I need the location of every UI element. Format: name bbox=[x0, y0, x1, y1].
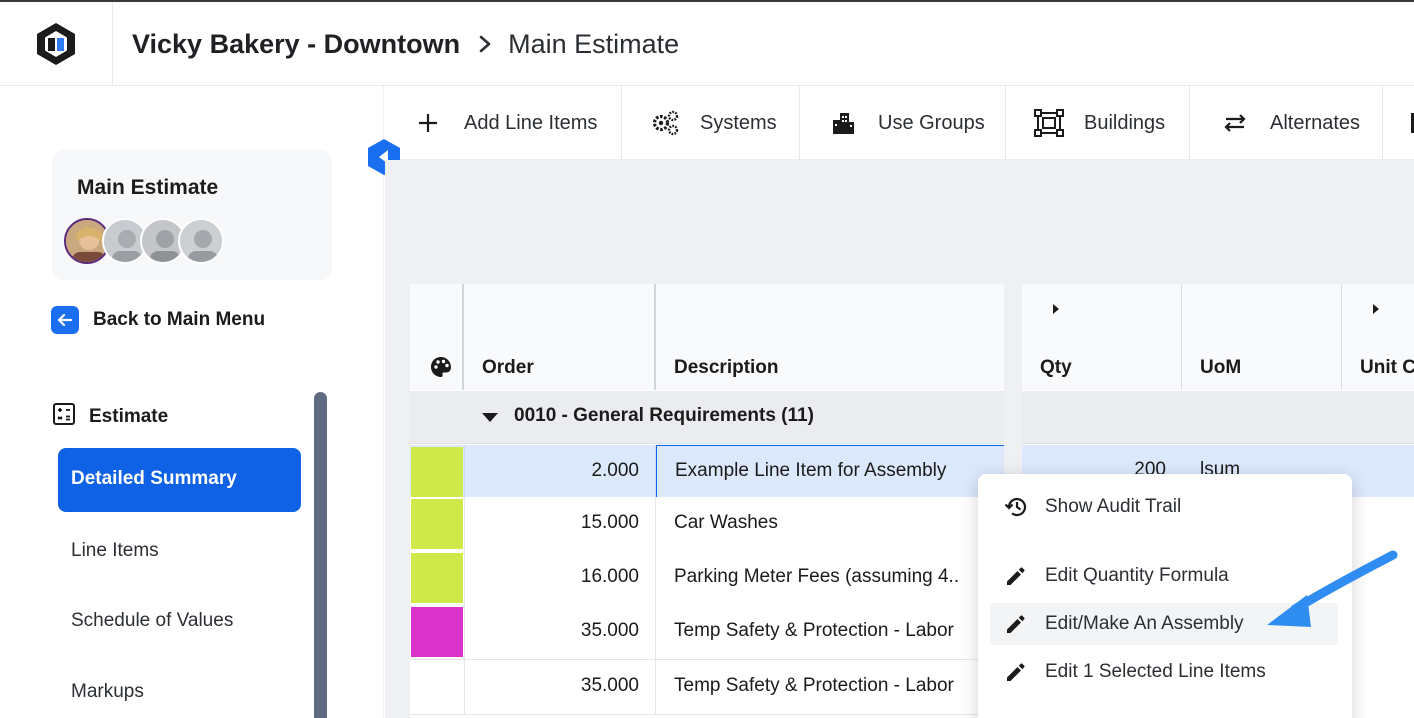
estimate-card: Main Estimate bbox=[52, 150, 332, 280]
row-color-swatch[interactable] bbox=[411, 499, 463, 549]
overflow-icon bbox=[1411, 113, 1414, 133]
menu-item-edit-quantity-formula[interactable]: Edit Quantity Formula bbox=[978, 555, 1352, 597]
buildings-label: Buildings bbox=[1084, 111, 1166, 134]
context-menu: Show Audit Trail Edit Quantity Formula E… bbox=[978, 474, 1352, 718]
annotation-arrow-icon bbox=[1255, 545, 1400, 640]
uom-column-label: UoM bbox=[1200, 357, 1242, 378]
buildings-button[interactable]: Buildings bbox=[1006, 86, 1190, 160]
menu-item-label: Show Audit Trail bbox=[1045, 496, 1182, 517]
sidebar-item-schedule-of-values[interactable]: Schedule of Values bbox=[71, 610, 234, 631]
chevron-right-icon bbox=[478, 34, 492, 54]
avatar[interactable] bbox=[178, 218, 224, 264]
calculator-icon bbox=[52, 402, 76, 431]
avatar[interactable] bbox=[64, 218, 110, 264]
row-description[interactable]: Temp Safety & Protection - Labor bbox=[674, 675, 954, 696]
row-order: 15.000 bbox=[464, 497, 656, 551]
sidebar-item-detailed-summary[interactable]: Detailed Summary bbox=[58, 448, 301, 512]
row-order: 35.000 bbox=[464, 605, 656, 659]
expand-caret-icon[interactable] bbox=[1373, 304, 1379, 314]
menu-item-label: Edit 1 Selected Line Items bbox=[1045, 661, 1266, 682]
expand-caret-icon[interactable] bbox=[1053, 304, 1059, 314]
menu-item-edit-make-assembly[interactable]: Edit/Make An Assembly bbox=[990, 603, 1338, 645]
estimate-card-title: Main Estimate bbox=[77, 176, 219, 199]
top-header: Vicky Bakery - Downtown Main Estimate bbox=[0, 0, 1414, 86]
plus-icon bbox=[417, 112, 439, 134]
alternates-button[interactable]: Alternates bbox=[1190, 86, 1383, 160]
row-order: 2.000 bbox=[464, 445, 656, 499]
alternates-label: Alternates bbox=[1270, 111, 1361, 134]
buildings-icon bbox=[830, 110, 856, 136]
pencil-icon bbox=[1004, 612, 1028, 642]
palette-icon bbox=[430, 356, 452, 384]
menu-item-show-audit-trail[interactable]: Show Audit Trail bbox=[978, 486, 1352, 528]
add-line-items-button[interactable]: Add Line Items bbox=[385, 86, 622, 160]
pencil-icon bbox=[1004, 564, 1028, 594]
estimate-grid-pinned: Order Description 0010 - General Require… bbox=[410, 284, 1004, 718]
estimate-section-title: Estimate bbox=[89, 405, 169, 427]
arrow-left-icon bbox=[51, 306, 79, 334]
table-row[interactable]: 16.000 Parking Meter Fees (assuming 4.. bbox=[410, 551, 1004, 606]
logo-icon bbox=[37, 23, 75, 65]
row-color-swatch[interactable] bbox=[411, 607, 463, 657]
swap-arrows-icon bbox=[1222, 112, 1248, 134]
row-description[interactable]: Parking Meter Fees (assuming 4.. bbox=[674, 566, 960, 587]
description-column-header[interactable]: Description bbox=[656, 284, 1004, 390]
use-groups-label: Use Groups bbox=[878, 111, 985, 134]
uom-column-header[interactable]: UoM bbox=[1182, 284, 1342, 390]
group-row[interactable]: 0010 - General Requirements (11) bbox=[410, 391, 1004, 444]
back-to-main-menu[interactable]: Back to Main Menu bbox=[51, 306, 265, 334]
color-column-header[interactable] bbox=[410, 284, 464, 390]
table-row[interactable]: 35.000 Temp Safety & Protection - Labor bbox=[410, 660, 1004, 715]
sidebar-scrollbar[interactable] bbox=[314, 392, 327, 718]
avatar[interactable] bbox=[140, 218, 186, 264]
table-row[interactable]: 2.000 Example Line Item for Assembly bbox=[410, 445, 1004, 500]
order-column-header[interactable]: Order bbox=[464, 284, 656, 390]
toolbar-overflow-item[interactable] bbox=[1383, 86, 1414, 160]
systems-label: Systems bbox=[700, 111, 777, 134]
unit-cost-column-label: Unit C bbox=[1360, 357, 1414, 378]
building-frame-icon bbox=[1034, 109, 1064, 137]
row-description[interactable]: Car Washes bbox=[674, 512, 778, 533]
history-icon bbox=[1004, 495, 1030, 525]
pencil-icon bbox=[1004, 660, 1028, 690]
group-row-extension bbox=[1022, 391, 1414, 444]
order-column-label: Order bbox=[482, 357, 534, 378]
row-color-swatch[interactable] bbox=[411, 553, 463, 603]
app-logo[interactable] bbox=[0, 2, 113, 86]
unit-cost-column-header[interactable]: Unit C bbox=[1342, 284, 1414, 390]
table-row[interactable]: 35.000 Temp Safety & Protection - Labor bbox=[410, 605, 1004, 660]
row-description[interactable]: Temp Safety & Protection - Labor bbox=[674, 620, 954, 641]
sidebar-item-line-items[interactable]: Line Items bbox=[71, 540, 159, 561]
systems-button[interactable]: Systems bbox=[622, 86, 800, 160]
row-color-swatch[interactable] bbox=[411, 447, 463, 497]
gears-icon bbox=[650, 110, 680, 136]
menu-item-label: Edit Quantity Formula bbox=[1045, 565, 1229, 586]
menu-item-label: Edit/Make An Assembly bbox=[1045, 613, 1244, 634]
row-color-swatch[interactable] bbox=[411, 662, 463, 712]
back-to-main-menu-label: Back to Main Menu bbox=[93, 309, 266, 330]
row-order: 16.000 bbox=[464, 551, 656, 605]
breadcrumb: Vicky Bakery - Downtown Main Estimate bbox=[132, 26, 679, 62]
row-order: 35.000 bbox=[464, 660, 656, 714]
menu-item-edit-selected-line-items[interactable]: Edit 1 Selected Line Items bbox=[978, 651, 1352, 693]
sidebar: Main Estimate Back to Main Menu Estimate… bbox=[0, 86, 384, 718]
qty-column-label: Qty bbox=[1040, 357, 1072, 378]
row-description[interactable]: Example Line Item for Assembly bbox=[656, 445, 1004, 499]
breadcrumb-project[interactable]: Vicky Bakery - Downtown bbox=[132, 29, 461, 59]
add-line-items-label: Add Line Items bbox=[464, 111, 598, 134]
use-groups-button[interactable]: Use Groups bbox=[800, 86, 1006, 160]
group-label: 0010 - General Requirements (11) bbox=[514, 405, 814, 426]
table-row[interactable]: 15.000 Car Washes bbox=[410, 497, 1004, 552]
description-column-label: Description bbox=[674, 357, 779, 378]
estimate-section-header: Estimate bbox=[52, 402, 168, 431]
caret-down-icon[interactable] bbox=[482, 413, 498, 422]
qty-column-header[interactable]: Qty bbox=[1022, 284, 1182, 390]
toolbar: Add Line Items Systems Use Groups bbox=[385, 86, 1414, 160]
sidebar-item-markups[interactable]: Markups bbox=[71, 681, 144, 702]
breadcrumb-page: Main Estimate bbox=[508, 29, 680, 59]
